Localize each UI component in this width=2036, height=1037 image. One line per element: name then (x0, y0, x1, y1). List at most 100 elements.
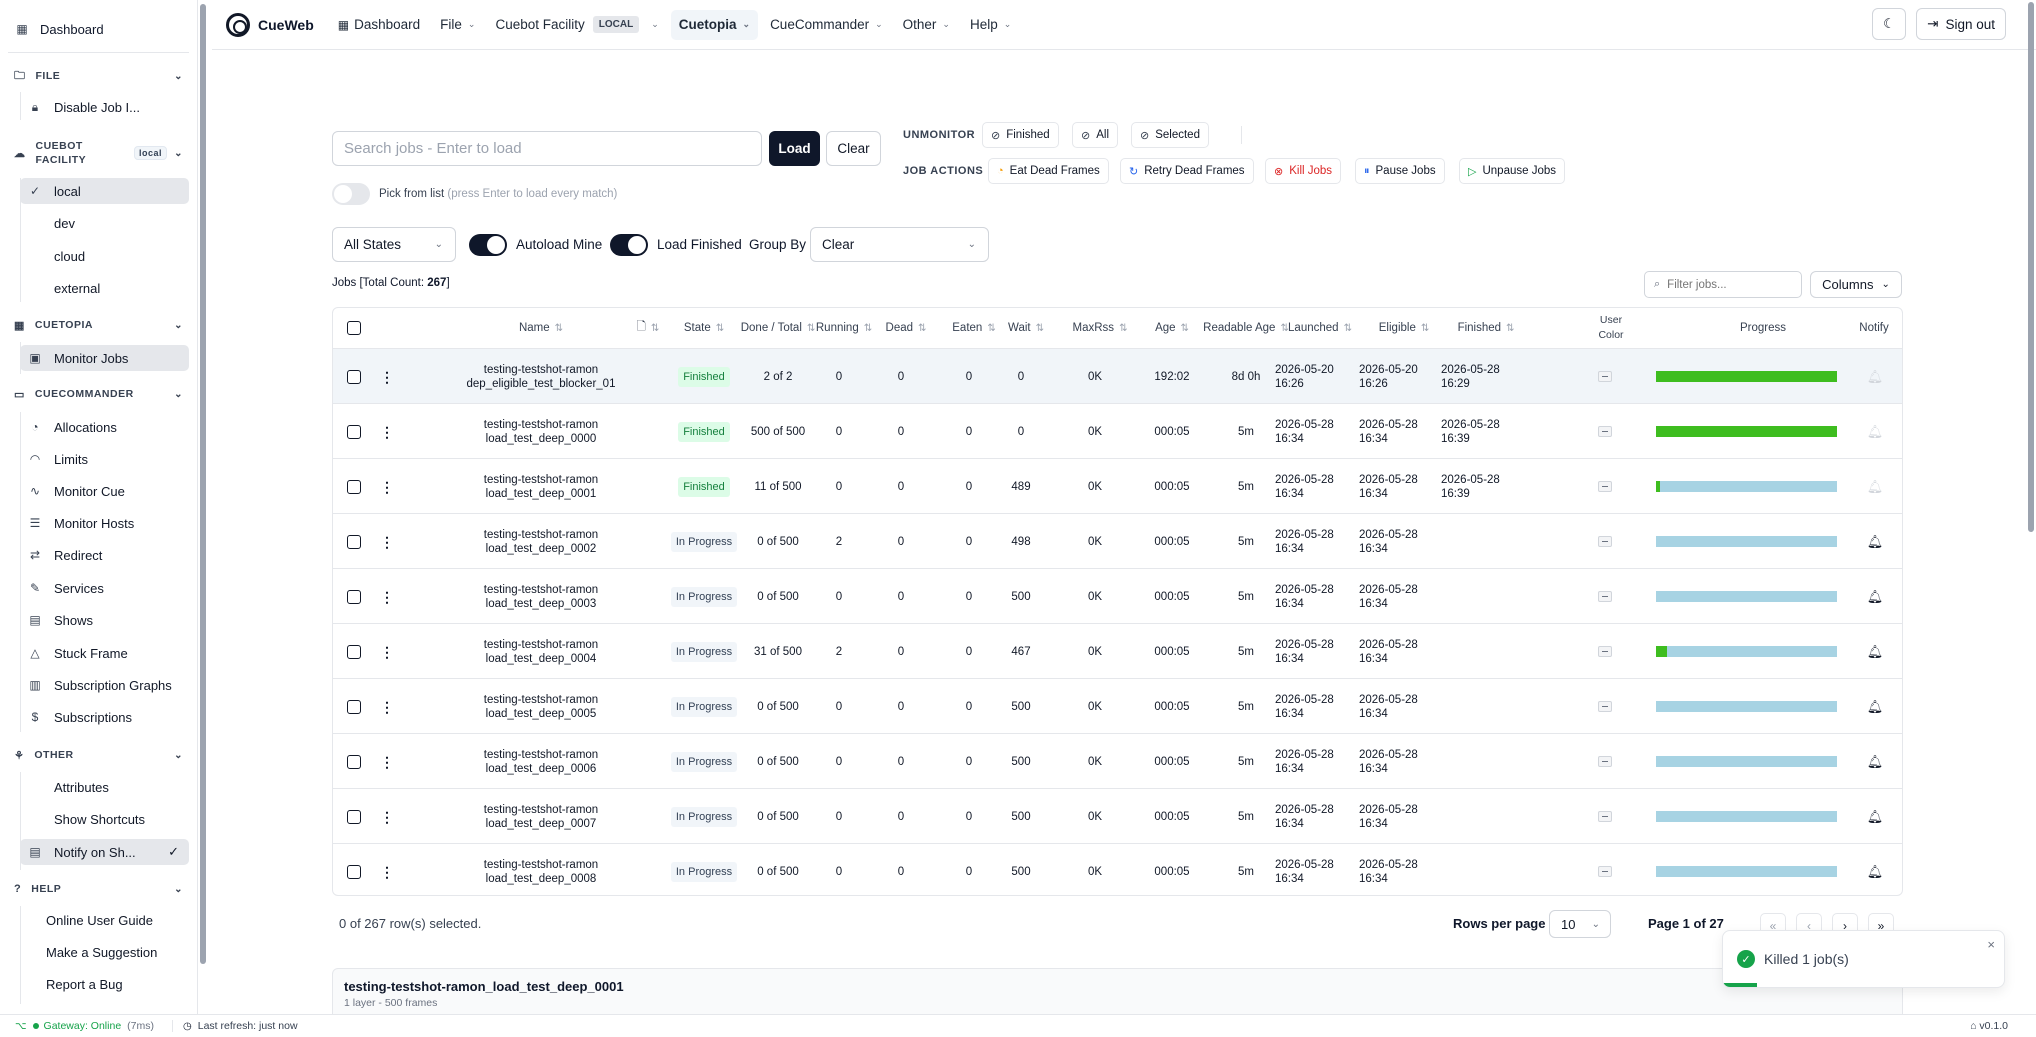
header-notify[interactable]: Notify (1859, 322, 1889, 334)
app-logo[interactable]: CueWeb (226, 12, 314, 37)
table-row[interactable]: ⋮ testing-testshot-ramon load_test_deep_00… (333, 458, 1902, 513)
sidebar-section-file[interactable]: 🗀 FILE ⌄ (8, 69, 189, 83)
header-state[interactable]: State ⇅ (683, 322, 725, 334)
search-jobs-input[interactable] (332, 131, 762, 166)
header-user-color[interactable]: User Color (1598, 314, 1624, 341)
row-checkbox[interactable] (347, 644, 361, 659)
sidebar-item-dev[interactable]: dev (54, 215, 75, 231)
bell-icon[interactable]: 🔔︎ (1866, 753, 1884, 769)
load-button[interactable]: Load (769, 131, 820, 166)
user-color-swatch[interactable] (1598, 481, 1612, 492)
row-checkbox[interactable] (347, 534, 361, 549)
nav-dashboard[interactable]: ▦ Dashboard (337, 17, 421, 32)
header-dead[interactable]: Dead ⇅ (885, 322, 927, 334)
more-vertical-icon[interactable]: ⋮ (380, 368, 394, 385)
select-all-header[interactable] (341, 308, 367, 348)
load-finished-toggle[interactable] (610, 234, 648, 256)
header-readable-age[interactable]: Readable Age ⇅ (1203, 322, 1289, 334)
bell-icon[interactable]: 🔔︎ (1866, 478, 1884, 494)
bell-icon[interactable]: 🔔︎ (1866, 533, 1884, 549)
more-vertical-icon[interactable]: ⋮ (380, 698, 394, 715)
retry-dead-frames-button[interactable]: ↻ Retry Dead Frames (1120, 158, 1254, 184)
more-vertical-icon[interactable]: ⋮ (380, 588, 394, 605)
table-row[interactable]: ⋮ testing-testshot-ramon load_test_deep_00… (333, 678, 1902, 733)
header-maxrss[interactable]: MaxRss ⇅ (1072, 322, 1128, 334)
unpause-jobs-button[interactable]: ▷ Unpause Jobs (1459, 158, 1565, 184)
sidebar-item-notify[interactable]: ▤ Notify on Sh... ✓ (20, 839, 189, 865)
header-eligible[interactable]: Eligible ⇅ (1378, 322, 1430, 334)
sidebar-item-disable-job[interactable]: 🔒︎ Disable Job I... (20, 94, 189, 120)
kill-jobs-button[interactable]: ⊗ Kill Jobs (1265, 158, 1342, 184)
sidebar-scrollbar[interactable] (199, 4, 207, 964)
sidebar-item-shows[interactable]: ▤ Shows (29, 612, 94, 628)
group-by-select[interactable]: Clear ⌄ (810, 227, 989, 262)
sidebar-item-attributes[interactable]: Attributes (54, 779, 109, 795)
sidebar-item-report-bug[interactable]: Report a Bug (46, 976, 123, 992)
header-age[interactable]: Age ⇅ (1155, 322, 1189, 334)
more-vertical-icon[interactable]: ⋮ (380, 423, 394, 440)
more-vertical-icon[interactable]: ⋮ (380, 533, 394, 550)
sidebar-item-dashboard[interactable]: ▦ Dashboard (8, 16, 189, 42)
sidebar-item-local[interactable]: ✓ local (20, 178, 189, 204)
table-row[interactable]: ⋮ testing-testshot-ramon load_test_deep_00… (333, 843, 1902, 895)
bell-icon[interactable]: 🔔︎ (1866, 863, 1884, 879)
pick-from-list-toggle[interactable] (332, 183, 370, 205)
sidebar-item-services[interactable]: ✎ Services (29, 580, 104, 596)
more-vertical-icon[interactable]: ⋮ (380, 808, 394, 825)
table-row[interactable]: ⋮ testing-testshot-ramon load_test_deep_00… (333, 568, 1902, 623)
table-row[interactable]: ⋮ testing-testshot-ramon dep_eligible_test… (333, 348, 1902, 403)
select-all-checkbox[interactable] (347, 321, 361, 335)
header-eaten[interactable]: Eaten ⇅ (952, 322, 996, 334)
user-color-swatch[interactable] (1598, 866, 1612, 877)
header-type[interactable]: 🗋︎ ⇅ (603, 308, 693, 348)
sidebar-item-allocations[interactable]: ◔ Allocations (20, 414, 189, 440)
sidebar-item-redirect[interactable]: ⇄ Redirect (29, 547, 103, 563)
header-done-total[interactable]: Done / Total ⇅ (740, 322, 816, 334)
states-select[interactable]: All States ⌄ (332, 227, 456, 262)
row-checkbox[interactable] (347, 369, 361, 384)
sidebar-item-external[interactable]: external (54, 280, 101, 296)
filter-jobs-field[interactable]: ⌕ (1644, 271, 1802, 298)
more-vertical-icon[interactable]: ⋮ (380, 863, 394, 880)
user-color-swatch[interactable] (1598, 811, 1612, 822)
sidebar-item-limits[interactable]: ◠ Limits (29, 451, 88, 467)
sidebar-item-stuck-frame[interactable]: △ Stuck Frame (20, 640, 189, 666)
sidebar-section-help[interactable]: ? HELP ⌄ (14, 883, 183, 895)
autoload-mine-toggle[interactable] (469, 234, 507, 256)
more-vertical-icon[interactable]: ⋮ (380, 643, 394, 660)
sidebar-item-monitor-cue[interactable]: ∿ Monitor Cue (29, 483, 125, 499)
table-row[interactable]: ⋮ testing-testshot-ramon load_test_deep_00… (333, 733, 1902, 788)
bell-icon[interactable]: 🔔︎ (1866, 368, 1884, 384)
nav-facility[interactable]: Cuebot Facility LOCAL ⌄ (495, 16, 659, 33)
user-color-swatch[interactable] (1598, 646, 1612, 657)
close-icon[interactable]: × (1987, 937, 1995, 952)
row-checkbox[interactable] (347, 809, 361, 824)
user-color-swatch[interactable] (1598, 701, 1612, 712)
table-row[interactable]: ⋮ testing-testshot-ramon load_test_deep_00… (333, 513, 1902, 568)
header-running[interactable]: Running ⇅ (815, 322, 873, 334)
row-checkbox[interactable] (347, 589, 361, 604)
table-row[interactable]: ⋮ testing-testshot-ramon load_test_deep_00… (333, 623, 1902, 678)
header-name[interactable]: Name ⇅ (518, 322, 564, 334)
nav-other[interactable]: Other ⌄ (902, 17, 950, 32)
sidebar-item-show-shortcuts[interactable]: Show Shortcuts (54, 811, 146, 827)
theme-toggle-button[interactable]: ☾ (1872, 8, 1907, 40)
table-row[interactable]: ⋮ testing-testshot-ramon load_test_deep_00… (333, 788, 1902, 843)
bell-icon[interactable]: 🔔︎ (1866, 698, 1884, 714)
header-progress[interactable]: Progress (1739, 322, 1787, 334)
nav-cuecommander[interactable]: CueCommander ⌄ (770, 17, 883, 32)
filter-jobs-input[interactable] (1667, 278, 1793, 291)
eat-dead-frames-button[interactable]: ◔ Eat Dead Frames (988, 158, 1109, 184)
sidebar-item-subscriptions[interactable]: $ Subscriptions (20, 704, 189, 730)
header-launched[interactable]: Launched ⇅ (1288, 322, 1352, 334)
row-checkbox[interactable] (347, 424, 361, 439)
bell-icon[interactable]: 🔔︎ (1866, 643, 1884, 659)
row-checkbox[interactable] (347, 699, 361, 714)
rows-per-page-select[interactable]: 10 ⌄ (1549, 910, 1611, 938)
sidebar-item-monitor-hosts[interactable]: ☰ Monitor Hosts (29, 515, 135, 531)
user-color-swatch[interactable] (1598, 536, 1612, 547)
bell-icon[interactable]: 🔔︎ (1866, 423, 1884, 439)
sign-out-button[interactable]: ⇥ Sign out (1916, 8, 2006, 40)
columns-button[interactable]: Columns ⌄ (1810, 271, 1902, 298)
sidebar-section-facility[interactable]: ☁ CUEBOT FACILITY local ⌄ (14, 140, 183, 166)
